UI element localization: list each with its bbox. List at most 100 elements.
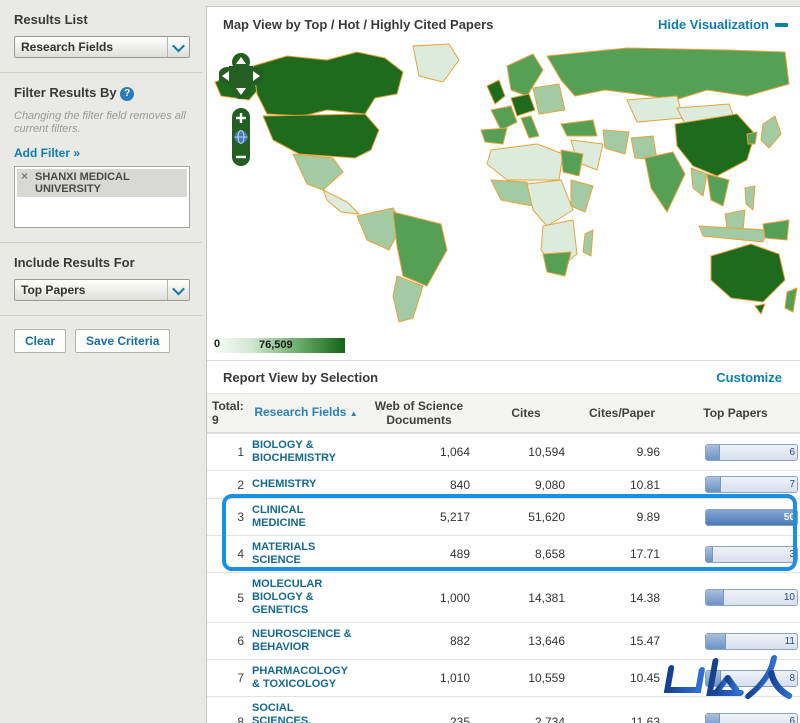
map-region-australia[interactable] <box>711 244 785 302</box>
map-region-france[interactable] <box>491 106 517 130</box>
map-region-mexico[interactable] <box>293 154 343 190</box>
map-region-new-zealand[interactable] <box>785 288 797 312</box>
field-link[interactable]: CHEMISTRY <box>252 478 354 491</box>
map-view-title: Map View by Top / Hot / Highly Cited Pap… <box>223 17 493 32</box>
top-papers-bar: 10 <box>705 589 798 606</box>
map-region-germany[interactable] <box>511 94 535 116</box>
docs-value: 489 <box>360 542 478 566</box>
cites-value: 13,646 <box>478 629 574 653</box>
table-row: 4 MATERIALS SCIENCE 489 8,658 17.71 3 <box>207 535 800 572</box>
top-papers-bar: 8 <box>705 670 798 687</box>
customize-link[interactable]: Customize <box>716 370 782 385</box>
docs-value: 882 <box>360 629 478 653</box>
map-legend: 0 76,509 <box>213 336 353 354</box>
top-papers-value: 3 <box>789 549 795 560</box>
report-table: Total: 9 Research Fields ▲ Web of Scienc… <box>207 394 800 723</box>
map-region-indochina[interactable] <box>707 174 729 206</box>
map-region-uk[interactable] <box>487 80 505 104</box>
table-row: 6 NEUROSCIENCE & BEHAVIOR 882 13,646 15.… <box>207 622 800 659</box>
remove-filter-icon[interactable]: × <box>21 170 28 182</box>
map-navigation-controls <box>219 52 263 175</box>
row-rank: 8 <box>207 710 252 723</box>
filter-item[interactable]: × SHANXI MEDICAL UNIVERSITY <box>17 169 187 197</box>
map-region-south-africa[interactable] <box>543 252 571 276</box>
column-header-top-papers: Top Papers <box>670 401 800 425</box>
map-region-central-africa[interactable] <box>527 180 573 226</box>
field-link[interactable]: SOCIAL SCIENCES, GENERAL <box>252 702 354 723</box>
map-region-china[interactable] <box>675 114 755 176</box>
clear-button[interactable]: Clear <box>14 329 66 353</box>
column-header-cites-paper: Cites/Paper <box>574 401 670 425</box>
top-papers-value: 6 <box>789 447 795 458</box>
row-rank: 1 <box>207 440 252 464</box>
map-region-papua[interactable] <box>763 220 789 240</box>
top-papers-bar: 11 <box>705 633 798 650</box>
map-region-india[interactable] <box>645 152 685 212</box>
table-row: 7 PHARMACOLOGY & TOXICOLOGY 1,010 10,559… <box>207 659 800 696</box>
field-link[interactable]: MOLECULAR BIOLOGY & GENETICS <box>252 578 354 617</box>
docs-value: 1,010 <box>360 666 478 690</box>
cites-value: 8,658 <box>478 542 574 566</box>
map-region-italy[interactable] <box>521 116 539 138</box>
cites-value: 9,080 <box>478 473 574 497</box>
map-region-madagascar[interactable] <box>583 230 593 256</box>
map-region-spain[interactable] <box>481 128 507 144</box>
filter-section: Filter Results By ? Changing the filter … <box>0 73 202 243</box>
map-region-borneo[interactable] <box>725 210 745 230</box>
include-results-section: Include Results For Top Papers <box>0 243 202 316</box>
docs-value: 5,217 <box>360 505 478 529</box>
map-region-canada[interactable] <box>253 52 403 116</box>
map-region-myanmar[interactable] <box>691 168 707 196</box>
map-region-usa[interactable] <box>263 114 379 158</box>
cites-value: 2,734 <box>478 710 574 723</box>
results-list-section: Results List Research Fields <box>0 0 202 73</box>
include-results-dropdown[interactable]: Top Papers <box>14 279 190 301</box>
map-region-kazakhstan[interactable] <box>627 96 683 122</box>
help-icon[interactable]: ? <box>120 87 134 101</box>
map-region-eastern-europe[interactable] <box>533 84 565 114</box>
include-results-title: Include Results For <box>14 255 190 270</box>
results-list-dropdown[interactable]: Research Fields <box>14 36 190 58</box>
cites-value: 10,559 <box>478 666 574 690</box>
research-fields-sort-link[interactable]: Research Fields <box>254 405 346 419</box>
map-region-philippines[interactable] <box>745 186 755 210</box>
map-region-turkey[interactable] <box>561 120 597 136</box>
map-region-japan[interactable] <box>761 116 781 148</box>
map-region-horn-of-africa[interactable] <box>571 180 593 212</box>
column-header-research-fields: Research Fields ▲ <box>252 400 360 426</box>
docs-value: 1,000 <box>360 586 478 610</box>
field-link[interactable]: BIOLOGY & BIOCHEMISTRY <box>252 439 354 465</box>
map-region-greenland[interactable] <box>413 44 459 82</box>
map-region-egypt[interactable] <box>561 150 583 176</box>
table-header-row: Total: 9 Research Fields ▲ Web of Scienc… <box>207 394 800 433</box>
field-link[interactable]: MATERIALS SCIENCE <box>252 541 354 567</box>
map-region-russia[interactable] <box>547 48 789 100</box>
filter-title-text: Filter Results By <box>14 85 117 100</box>
hide-visualization-link[interactable]: Hide Visualization <box>658 17 788 32</box>
map-region-central-america[interactable] <box>323 190 359 214</box>
globe-icon[interactable] <box>235 131 248 144</box>
map-region-iran[interactable] <box>603 130 629 154</box>
add-filter-link[interactable]: Add Filter » <box>14 146 80 160</box>
total-value: 9 <box>212 413 252 427</box>
docs-value: 235 <box>360 710 478 723</box>
field-link[interactable]: PHARMACOLOGY & TOXICOLOGY <box>252 665 354 691</box>
map-region-tasmania[interactable] <box>755 304 765 314</box>
field-link[interactable]: CLINICAL MEDICINE <box>252 504 354 530</box>
map-region-indonesia[interactable] <box>699 226 767 242</box>
cites-value: 14,381 <box>478 586 574 610</box>
map-region-korea[interactable] <box>747 132 757 144</box>
field-link[interactable]: NEUROSCIENCE & BEHAVIOR <box>252 628 354 654</box>
table-row: 1 BIOLOGY & BIOCHEMISTRY 1,064 10,594 9.… <box>207 433 800 470</box>
table-row: 2 CHEMISTRY 840 9,080 10.81 7 <box>207 470 800 498</box>
top-papers-bar: 7 <box>705 476 798 493</box>
hide-visualization-label: Hide Visualization <box>658 17 769 32</box>
chevron-down-icon <box>167 280 189 300</box>
sidebar: Results List Research Fields Filter Resu… <box>0 0 202 723</box>
map-region-north-africa[interactable] <box>487 144 563 180</box>
save-criteria-button[interactable]: Save Criteria <box>75 329 170 353</box>
map-region-brazil[interactable] <box>393 212 447 286</box>
cites-per-paper-value: 9.96 <box>574 440 670 464</box>
legend-min-value: 0 <box>214 338 220 350</box>
map-panel-header: Map View by Top / Hot / Highly Cited Pap… <box>207 7 800 40</box>
